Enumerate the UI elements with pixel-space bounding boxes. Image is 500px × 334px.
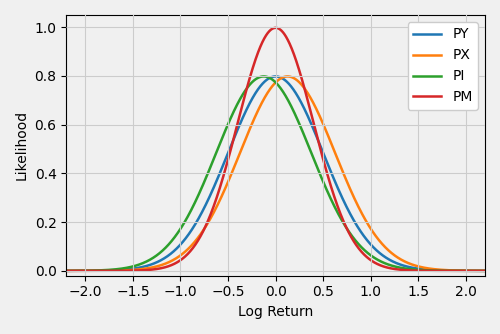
PM: [117, 269, 123, 273]
PI: [117, 267, 123, 271]
PX: [89, 269, 95, 273]
PI: [450, 269, 456, 273]
PX: [238, 149, 244, 153]
PY: [89, 269, 95, 273]
PX: [284, 74, 290, 78]
Line: PY: PY: [38, 76, 500, 271]
PY: [34, 269, 40, 273]
X-axis label: Log Return: Log Return: [238, 305, 314, 319]
PI: [89, 269, 95, 273]
PM: [272, 26, 278, 30]
PI: [34, 269, 40, 273]
PM: [450, 269, 456, 273]
PX: [117, 269, 123, 273]
Line: PI: PI: [38, 76, 500, 271]
PX: [34, 269, 40, 273]
PM: [238, 109, 244, 113]
Legend: PY, PX, PI, PM: PY, PX, PI, PM: [408, 22, 478, 110]
PY: [450, 269, 456, 273]
Y-axis label: Likelihood: Likelihood: [15, 110, 29, 180]
Line: PX: PX: [38, 76, 500, 271]
Line: PM: PM: [38, 28, 500, 271]
PM: [89, 269, 95, 273]
PM: [217, 185, 223, 189]
PX: [217, 197, 223, 201]
PI: [217, 141, 223, 145]
PY: [117, 268, 123, 272]
PY: [217, 170, 223, 174]
PX: [450, 269, 456, 273]
PY: [272, 74, 278, 78]
PI: [261, 74, 267, 78]
PM: [34, 269, 40, 273]
PY: [238, 120, 244, 124]
PI: [238, 96, 244, 100]
